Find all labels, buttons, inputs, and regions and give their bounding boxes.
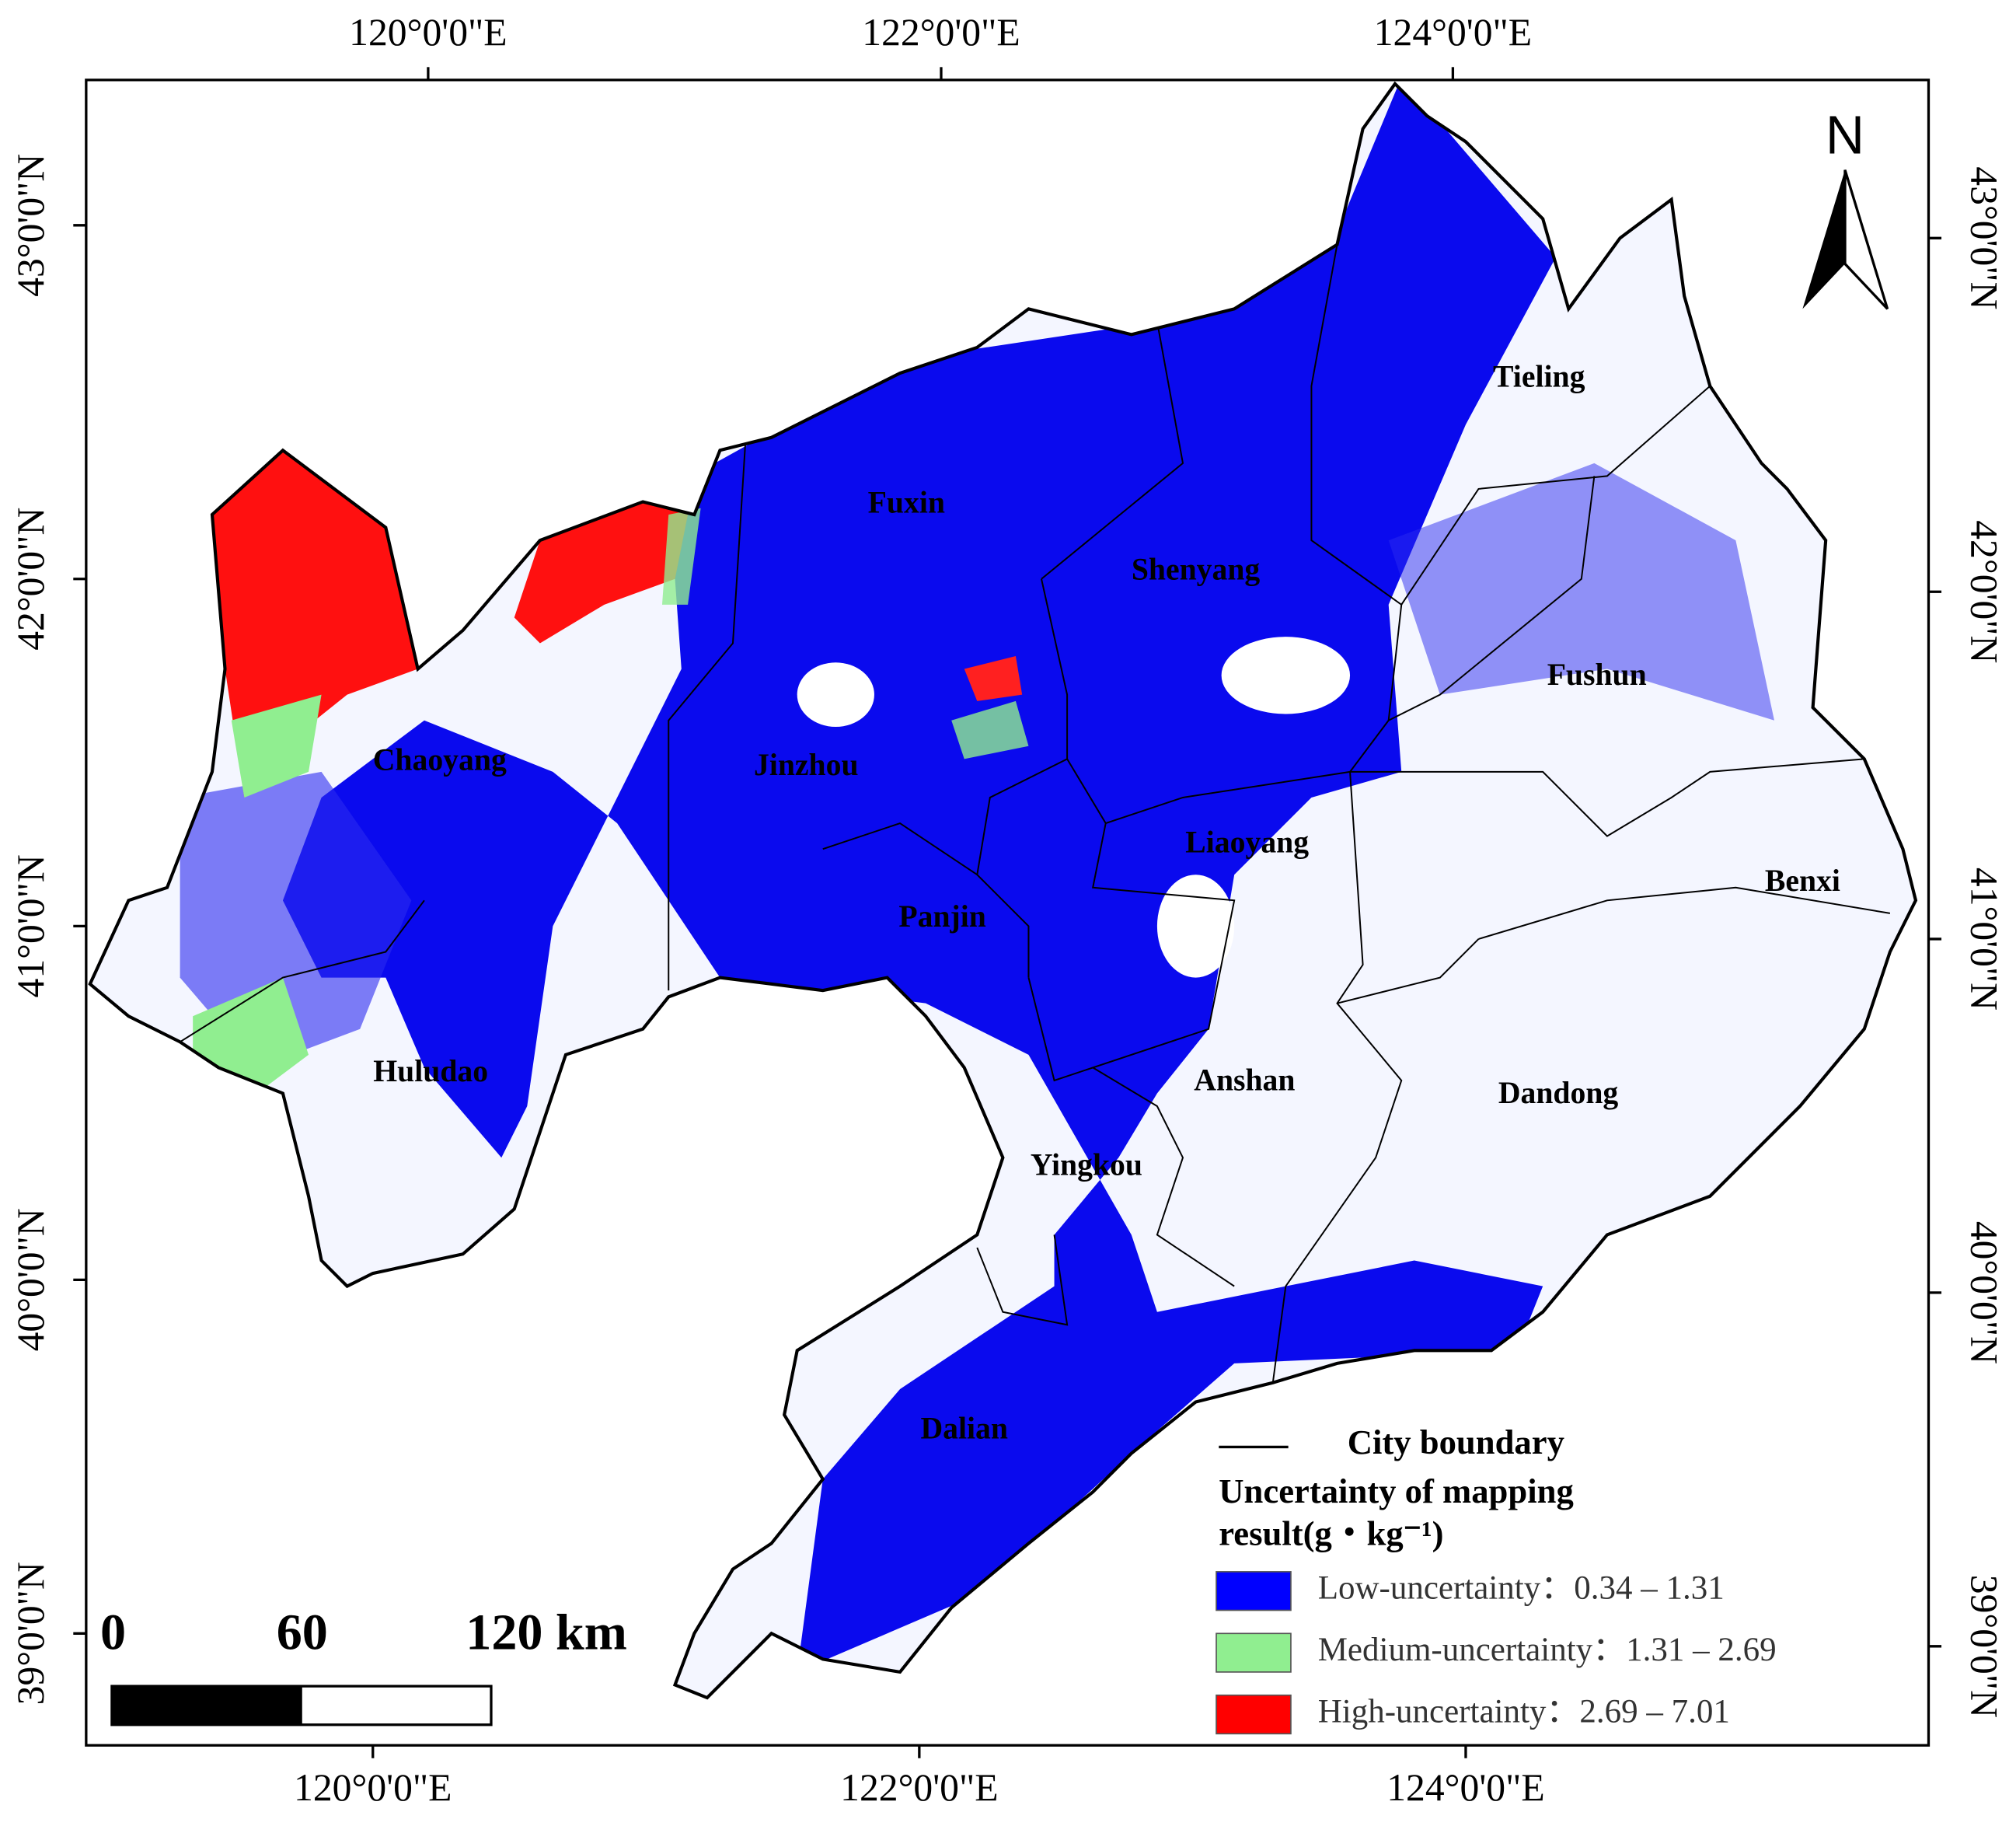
city-label: Chaoyang (373, 742, 507, 777)
scale-label: 0 (100, 1604, 126, 1660)
graticule-label: 39°0'0"N (1962, 1575, 2005, 1718)
city-label: Huludao (373, 1054, 488, 1088)
graticule-label: 43°0'0"N (1962, 166, 2005, 309)
graticule-label: 40°0'0"N (9, 1208, 52, 1351)
graticule-label: 41°0'0"N (1962, 868, 2005, 1011)
scale-label: 120 km (466, 1604, 627, 1660)
graticule-label: 120°0'0"E (294, 1766, 452, 1809)
north-arrow: N (1802, 104, 1889, 310)
graticule-label: 120°0'0"E (349, 11, 507, 54)
graticule-label: 43°0'0"N (9, 154, 52, 297)
graticule-label: 124°0'0"E (1386, 1766, 1544, 1809)
legend: City boundary Uncertainty of mapping res… (1216, 1423, 1777, 1735)
legend-label: Medium-uncertainty：1.31 – 2.69 (1318, 1632, 1777, 1668)
graticule-label: 122°0'0"E (840, 1766, 998, 1809)
legend-title: Uncertainty of mapping (1219, 1472, 1573, 1510)
legend-label: High-uncertainty：2.69 – 7.01 (1318, 1693, 1730, 1730)
north-label: N (1826, 104, 1864, 165)
city-label: Jinzhou (754, 748, 859, 782)
graticule-label: 124°0'0"E (1374, 11, 1532, 54)
city-label: Fuxin (868, 486, 945, 520)
city-label: Dandong (1498, 1076, 1619, 1110)
city-boundaries (180, 244, 1891, 1383)
city-label: Dalian (921, 1412, 1008, 1446)
graticule-label: 42°0'0"N (9, 508, 52, 651)
city-label: Liaoyang (1185, 825, 1309, 859)
city-label: Shenyang (1132, 553, 1261, 587)
graticule-label: 40°0'0"N (1962, 1221, 2005, 1364)
legend-swatch (1216, 1694, 1292, 1735)
graticule-label: 41°0'0"N (9, 854, 52, 997)
city-label: Tieling (1493, 359, 1585, 393)
legend-title: result(g・kg⁻¹) (1219, 1514, 1443, 1552)
graticule-label: 122°0'0"E (862, 11, 1020, 54)
legend-label: Low-uncertainty：0.34 – 1.31 (1318, 1570, 1725, 1607)
city-label: Fushun (1547, 658, 1647, 692)
city-label: Panjin (898, 899, 985, 934)
graticule-label: 42°0'0"N (1962, 520, 2005, 663)
graticule-label: 39°0'0"N (9, 1562, 52, 1705)
legend-swatch (1216, 1632, 1292, 1673)
scale-bar: 0 60 120 km (100, 1604, 627, 1727)
city-label: Yingkou (1031, 1148, 1142, 1182)
scale-label: 60 (277, 1604, 328, 1660)
city-label: Anshan (1194, 1063, 1295, 1097)
legend-boundary: City boundary (1348, 1423, 1564, 1461)
city-label: Benxi (1765, 864, 1840, 898)
legend-swatch (1216, 1571, 1292, 1611)
